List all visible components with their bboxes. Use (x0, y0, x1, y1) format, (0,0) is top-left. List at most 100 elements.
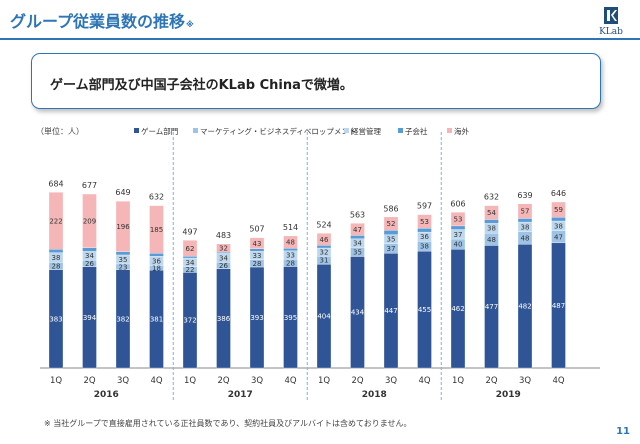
year-label: 2016 (94, 390, 119, 400)
segment-value-label: 462 (451, 305, 464, 313)
header-divider (0, 38, 640, 40)
logo-text: KLab (599, 27, 623, 37)
category-label: 1Q (318, 376, 330, 386)
total-label: 483 (216, 231, 231, 240)
segment-value-label: 36 (152, 257, 161, 265)
segment-value-label: 62 (186, 245, 195, 253)
bar-segment (316, 245, 332, 249)
segment-value-label: 23 (119, 263, 128, 271)
total-label: 497 (182, 227, 197, 236)
bar-segment (316, 233, 332, 246)
summary-callout: ゲーム部門及び中国子会社のKLab Chinaで微増。 (31, 53, 601, 109)
bar-segment (551, 201, 566, 218)
segment-value-label: 386 (217, 315, 231, 323)
segment-value-label: 57 (521, 208, 530, 216)
segment-value-label: 372 (183, 317, 196, 325)
segment-value-label: 48 (286, 239, 295, 247)
category-label: 3Q (117, 376, 129, 386)
year-label: 2017 (228, 390, 253, 400)
total-label: 684 (48, 179, 63, 188)
bar-segment (182, 240, 198, 257)
bar-segment (48, 249, 64, 253)
total-label: 586 (383, 204, 398, 213)
segment-value-label: 381 (150, 316, 163, 324)
segment-value-label: 26 (219, 262, 228, 270)
legend-label: ゲーム部門 (141, 126, 178, 136)
segment-value-label: 395 (284, 314, 297, 322)
segment-value-label: 38 (487, 225, 496, 233)
total-label: 646 (551, 189, 566, 198)
bar-segment (350, 235, 365, 239)
segment-value-label: 383 (49, 315, 62, 323)
segment-value-label: 28 (52, 262, 61, 270)
segment-value-label: 53 (420, 218, 429, 226)
bar-segment (249, 237, 265, 249)
legend-swatch (398, 128, 403, 133)
segment-value-label: 404 (317, 313, 331, 321)
bar-segment (450, 212, 466, 227)
segment-value-label: 52 (387, 220, 396, 228)
year-label: 2018 (362, 390, 387, 400)
segment-value-label: 48 (487, 236, 496, 244)
total-label: 597 (417, 202, 432, 211)
segment-value-label: 22 (186, 266, 195, 274)
segment-value-label: 34 (186, 259, 195, 267)
total-label: 639 (517, 191, 532, 200)
segment-value-label: 37 (454, 231, 463, 239)
legend-swatch (447, 128, 452, 133)
segment-value-label: 222 (49, 217, 62, 225)
bar-segment (82, 193, 97, 248)
bar-segment (551, 217, 566, 222)
segment-value-label: 53 (454, 216, 463, 224)
total-label: 632 (149, 193, 164, 202)
segment-value-label: 33 (286, 252, 295, 260)
segment-value-label: 47 (554, 233, 563, 241)
bar-segment (48, 192, 64, 250)
segment-value-label: 36 (420, 233, 429, 241)
page-number: 11 (616, 426, 630, 437)
segment-value-label: 46 (320, 236, 329, 244)
segment-value-label: 38 (554, 222, 563, 230)
segment-value-label: 37 (387, 245, 396, 253)
segment-value-label: 38 (521, 223, 530, 231)
category-label: 1Q (50, 376, 62, 386)
segment-value-label: 482 (518, 303, 531, 311)
category-label: 4Q (284, 376, 296, 386)
klab-logo: KLab (594, 6, 628, 38)
segment-value-label: 35 (387, 236, 396, 244)
bar-segment (216, 243, 231, 253)
segment-value-label: 38 (420, 243, 429, 251)
callout-text: ゲーム部門及び中国子会社のKLab Chinaで微増。 (50, 78, 353, 93)
footnote: ※ 当社グループで直接雇用されている正社員数であり、契約社員及びアルバイトは含め… (44, 419, 412, 428)
segment-value-label: 59 (554, 206, 563, 214)
category-label: 1Q (184, 376, 196, 386)
bar-segment (149, 252, 164, 257)
segment-value-label: 382 (116, 315, 129, 323)
segment-value-label: 35 (353, 248, 362, 256)
legend-label: 海外 (454, 126, 469, 136)
bar-segment (517, 218, 533, 223)
segment-value-label: 40 (454, 241, 463, 249)
bar-segment (115, 251, 131, 256)
page-title-text: グループ従業員数の推移 (10, 12, 186, 31)
segment-value-label: 34 (219, 254, 228, 262)
segment-value-label: 393 (250, 314, 263, 322)
category-label: 2Q (217, 376, 229, 386)
bar-segment (350, 223, 365, 236)
bar-segment (484, 219, 499, 224)
bar-segment (249, 248, 265, 252)
segment-value-label: 434 (351, 309, 365, 317)
legend-swatch (344, 128, 349, 133)
segment-value-label: 32 (219, 245, 228, 253)
bar-segment (115, 201, 131, 252)
title-note: ※ (186, 20, 194, 29)
bar-segment (149, 205, 164, 254)
category-label: 4Q (418, 376, 430, 386)
bar-segment (283, 248, 298, 251)
category-label: 3Q (519, 376, 531, 386)
segment-value-label: 477 (485, 303, 498, 311)
segment-value-label: 35 (119, 256, 128, 264)
legend-swatch (134, 128, 139, 133)
bar-segment (417, 228, 432, 233)
segment-value-label: 32 (320, 249, 329, 257)
